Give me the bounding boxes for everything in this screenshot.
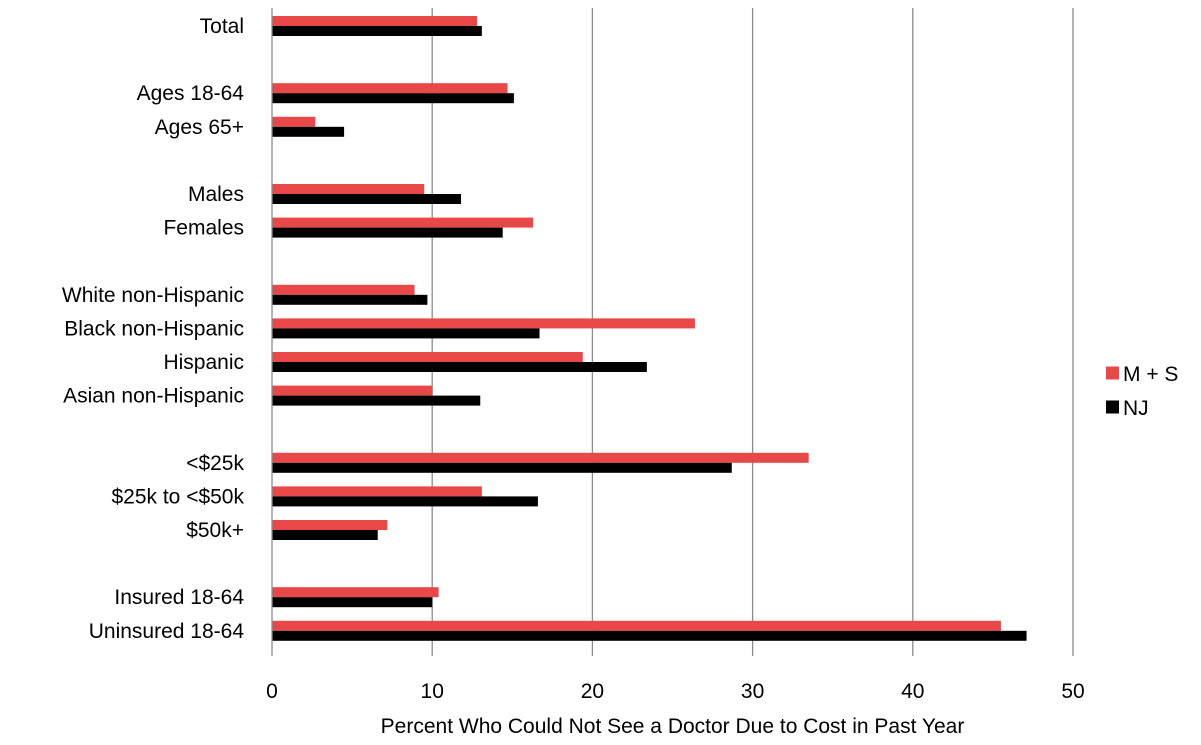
category-label: Ages 65+ (155, 116, 244, 139)
bar-m-s-white-non-hispanic (272, 284, 415, 295)
category-label: Total (200, 15, 244, 38)
bar-nj-insured-18-64 (272, 597, 433, 608)
gridlines (431, 8, 1074, 656)
category-label: Ages 18-64 (137, 82, 245, 105)
bar-m-s-ages-18-64 (272, 83, 508, 94)
bar-m-s-males (272, 184, 425, 194)
bar-m-s-females (272, 217, 534, 228)
bar-m-s-ages-65 (272, 116, 316, 127)
category-label: Asian non-Hispanic (63, 385, 244, 408)
bar-m-s-25k (272, 452, 809, 463)
bar-nj-females (272, 227, 503, 238)
bar-nj-white-non-hispanic (272, 294, 428, 305)
bar-nj-total (272, 26, 482, 36)
bar-nj-uninsured-18-64 (272, 630, 1027, 641)
x-axis-title: Percent Who Could Not See a Doctor Due t… (381, 715, 965, 738)
bar-m-s-uninsured-18-64 (272, 620, 1001, 631)
legend: M + S NJ (1106, 363, 1178, 420)
category-label: $25k to <$50k (111, 485, 244, 508)
bar-m-s-50k (272, 520, 388, 530)
bar-m-s-hispanic (272, 352, 583, 362)
bars (272, 16, 1027, 641)
x-tick-label: 50 (1061, 680, 1084, 703)
bar-nj-ages-65 (272, 126, 345, 137)
legend-label-nj: NJ (1123, 397, 1149, 420)
bar-nj-25k (272, 462, 732, 473)
category-labels: Total Ages 18-64 Ages 65+ Males Females White… (62, 15, 245, 643)
x-tick-label: 40 (901, 680, 924, 703)
legend-label-m-s: M + S (1123, 363, 1178, 386)
category-label: <$25k (186, 452, 244, 475)
x-tick-label: 30 (741, 680, 764, 703)
x-tick-label: 10 (421, 680, 444, 703)
bar-nj-50k (272, 530, 378, 540)
category-label: Insured 18-64 (114, 586, 244, 609)
bar-m-s-asian-non-hispanic (272, 385, 433, 396)
bar-m-s-black-non-hispanic (272, 318, 695, 329)
bar-nj-males (272, 194, 462, 204)
bar-m-s-total (272, 16, 478, 26)
bar-nj-ages-18-64 (272, 93, 514, 104)
legend-swatch-nj (1106, 400, 1119, 414)
category-label: Females (163, 217, 244, 240)
bar-nj-black-non-hispanic (272, 328, 540, 339)
legend-swatch-m-s (1106, 366, 1119, 380)
category-label: Black non-Hispanic (64, 317, 244, 340)
category-label: Hispanic (163, 351, 244, 374)
category-label: $50k+ (186, 519, 244, 542)
bar-m-s-insured-18-64 (272, 587, 439, 598)
category-label: Males (188, 183, 244, 206)
x-tick-label: 0 (266, 680, 278, 703)
x-tick-labels: 0 10 20 30 40 50 (266, 680, 1085, 703)
bar-nj-hispanic (272, 362, 647, 372)
bar-m-s-25k-to-50k (272, 486, 482, 497)
bar-nj-asian-non-hispanic (272, 395, 481, 406)
bar-nj-25k-to-50k (272, 496, 538, 507)
x-tick-label: 20 (581, 680, 604, 703)
category-label: Uninsured 18-64 (89, 620, 245, 643)
category-label: White non-Hispanic (62, 284, 244, 307)
